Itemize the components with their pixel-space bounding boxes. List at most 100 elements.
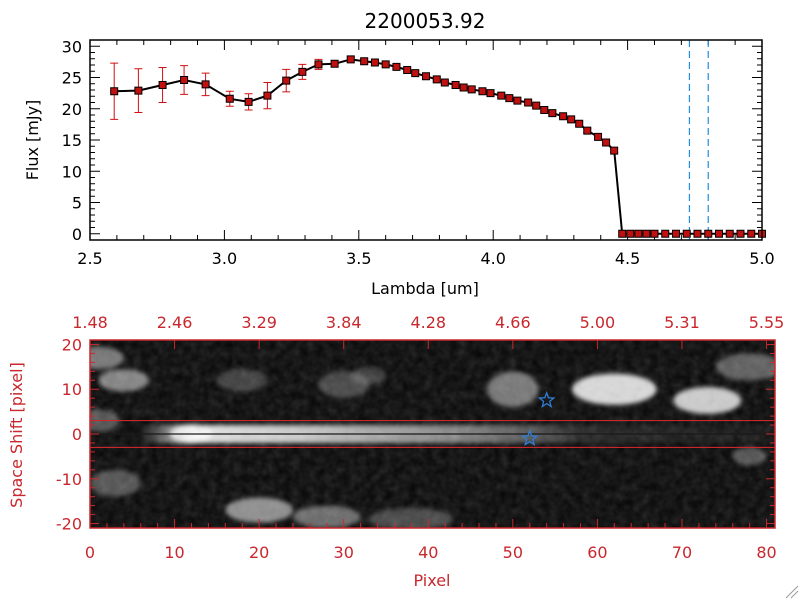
top-tick-label: 3.29 [241,313,277,332]
top-tick-label: 1.48 [72,313,108,332]
chart-title: 2200053.92 [365,9,486,33]
data-point [602,138,611,147]
resize-grip-icon[interactable] [785,585,799,599]
x-tick-label: 4.5 [615,249,640,268]
data-point [682,229,691,238]
y-tick-label: -20 [56,515,82,534]
data-point [298,67,307,76]
y-tick-label: -10 [56,470,82,489]
data-point [282,76,291,85]
source-star-icon [537,391,556,408]
data-point [478,87,487,96]
source-star-icon [520,429,539,446]
data-point [540,106,549,114]
x-tick-label: 50 [503,543,523,562]
flux-line [114,58,762,235]
data-point [180,76,189,84]
data-point [559,112,568,121]
data-point [610,146,619,155]
top-tick-label: 5.55 [749,313,785,332]
data-point [532,101,541,110]
x-tick-label: 60 [587,543,607,562]
spectrum-panel: 2200053.92 Flux [mJy] Lambda [um] 2.5 3.0… [23,9,775,298]
data-point [626,229,635,238]
data-point [459,83,468,92]
data-point [422,72,430,81]
data-point [134,86,143,95]
data-point [392,62,401,71]
y-tick-label: 10 [62,380,82,399]
data-point [370,58,379,67]
data-point [567,115,576,124]
x-tick-label: 20 [249,543,269,562]
data-point [704,229,713,238]
x-tick-label: 0 [85,543,95,562]
y-tick-label: 20 [62,100,82,119]
x-tick-label: 5.0 [749,249,774,268]
top-tick-label: 2.46 [157,313,193,332]
spectrum-ylabel: Flux [mJy] [23,100,42,181]
image-ylabel: Space Shift [pixel] [7,362,26,508]
top-tick-label: 3.84 [326,313,362,332]
y-tick-label: 10 [62,162,82,181]
data-point [411,69,420,78]
x-tick-label: 40 [418,543,438,562]
data-point [671,229,680,238]
data-point [661,229,670,238]
spectrum-frame [89,39,763,241]
top-tick-label: 5.00 [580,313,616,332]
data-point [583,126,592,135]
data-point [360,57,369,66]
data-point [244,97,253,106]
data-point [513,96,522,105]
data-point [451,81,460,89]
data-point [403,66,412,74]
x-tick-label: 3.5 [346,249,371,268]
y-tick-label: 5 [72,194,82,213]
y-tick-label: 30 [62,37,82,56]
data-point [736,229,745,238]
top-tick-label: 4.28 [410,313,446,332]
data-point [158,81,167,89]
data-point [693,229,702,238]
data-point [467,85,476,94]
x-tick-label: 4.0 [480,249,505,268]
x-tick-label: 80 [756,543,776,562]
data-point [263,91,272,100]
data-point [314,60,323,69]
y-tick-label: 0 [72,225,82,244]
x-tick-label: 70 [672,543,692,562]
spectrum-xlabel: Lambda [um] [371,279,479,298]
data-point [642,229,651,238]
data-point [634,229,643,238]
data-point [381,60,390,69]
data-point [505,94,514,103]
data-point [432,75,441,84]
data-point [650,229,659,238]
image-xlabel: Pixel [413,571,450,590]
data-point [497,91,506,100]
data-point [440,78,449,87]
data-point [575,119,584,128]
y-tick-label: 25 [62,69,82,88]
x-tick-label: 2.5 [77,249,102,268]
data-point [201,80,210,89]
data-point [486,89,495,98]
data-point [110,87,119,96]
data-point [330,59,339,68]
data-point [524,98,533,107]
spatial-panel: Space Shift [pixel] Pixel 0 10 20 30 40 50 60 7… [7,313,784,590]
data-point [225,94,234,103]
x-tick-label: 3.0 [212,249,237,268]
data-point [548,109,557,118]
top-tick-label: 5.31 [664,313,700,332]
y-tick-label: 0 [72,425,82,444]
data-point [346,55,355,64]
y-tick-label: 20 [62,335,82,354]
data-point [594,132,603,141]
x-tick-label: 30 [334,543,354,562]
data-point [714,229,723,238]
data-point [747,229,756,238]
